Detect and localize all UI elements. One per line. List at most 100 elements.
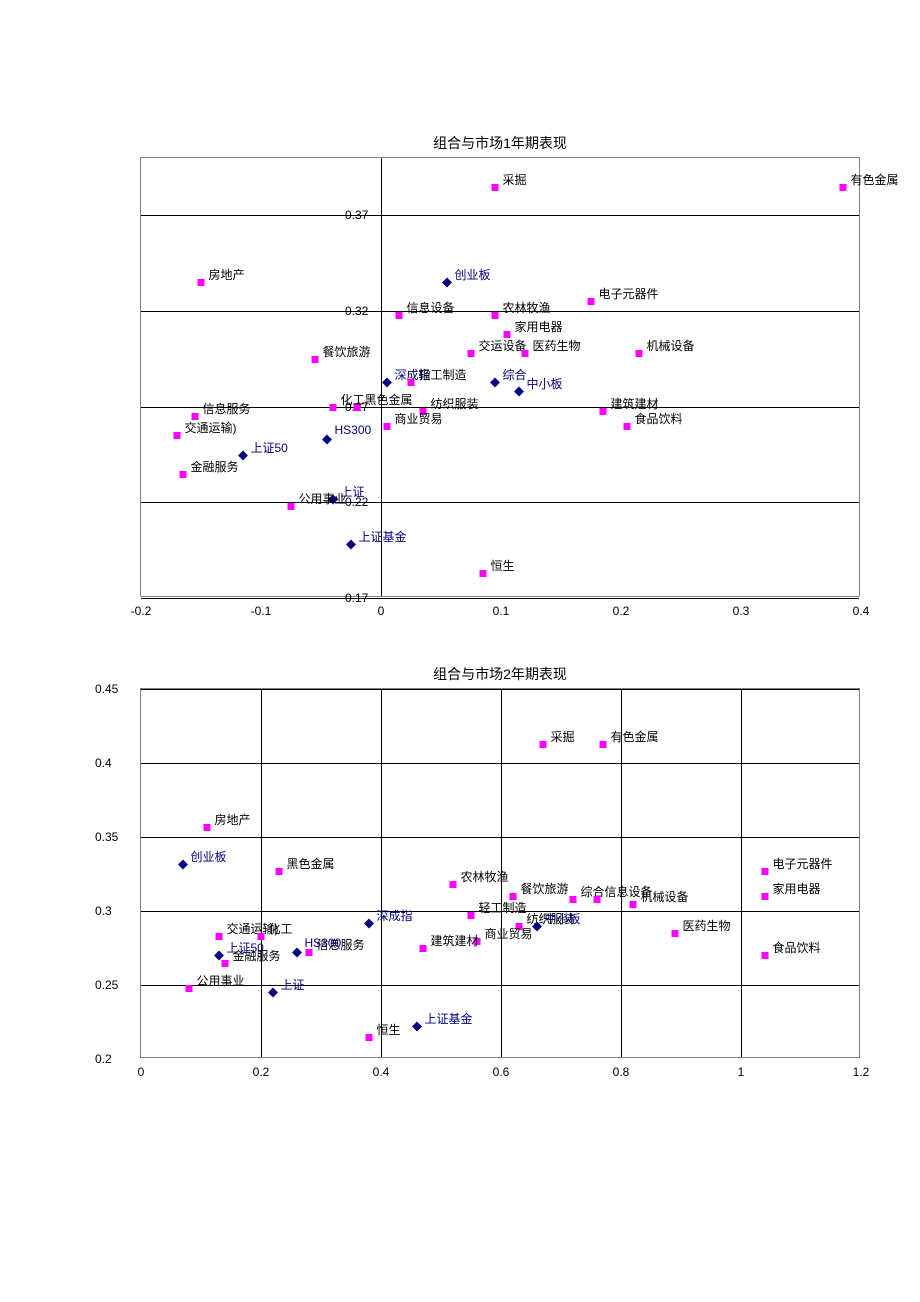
data-point: 农林牧渔 — [492, 306, 499, 324]
x-tick-label: 1.2 — [853, 1065, 870, 1079]
data-point: 上证基金 — [348, 535, 355, 553]
y-tick-label: 0.17 — [345, 591, 368, 605]
data-point: 轻工制造 — [468, 906, 475, 924]
point-label: 轻工制造 — [419, 366, 467, 383]
point-label: 餐饮旅游 — [323, 343, 371, 360]
square-marker-icon — [600, 408, 607, 415]
gridline-h — [141, 311, 859, 312]
data-point: 公用事业 — [288, 497, 295, 515]
square-marker-icon — [330, 404, 337, 411]
square-marker-icon — [630, 901, 637, 908]
x-tick-label: 0.1 — [493, 604, 510, 618]
square-marker-icon — [762, 893, 769, 900]
data-point: 上证基金 — [414, 1017, 421, 1035]
data-point: 深成指 — [366, 914, 373, 932]
point-label: 交通运输) — [185, 419, 237, 436]
diamond-marker-icon — [442, 278, 452, 288]
point-label: 家用电器 — [515, 318, 563, 335]
data-point: 机械设备 — [636, 344, 643, 362]
point-label: 电子元器件 — [599, 285, 659, 302]
data-point: 商业贸易 — [384, 417, 391, 435]
chart1-title: 组合与市场1年期表现 — [140, 133, 860, 153]
square-marker-icon — [762, 952, 769, 959]
page: 组合与市场1年期表现 0.170.220.270.320.37-0.2-0.10… — [0, 0, 920, 1302]
y-tick-label: 0.4 — [95, 756, 112, 770]
data-point: 信息设备 — [396, 306, 403, 324]
data-point: 医药生物 — [672, 924, 679, 942]
data-point: 采掘 — [540, 735, 547, 753]
square-marker-icon — [180, 471, 187, 478]
data-point: 恒生 — [480, 564, 487, 582]
diamond-marker-icon — [412, 1022, 422, 1032]
data-point: 金融服务 — [222, 954, 229, 972]
point-label: 商业贸易 — [485, 925, 533, 942]
diamond-marker-icon — [292, 948, 302, 958]
data-point: 有色金属 — [840, 178, 847, 196]
square-marker-icon — [570, 896, 577, 903]
point-label: 综合 — [503, 366, 527, 383]
point-label: 综合 — [581, 883, 605, 900]
point-label: 创业板 — [191, 848, 227, 865]
y-tick-label: 0.37 — [345, 208, 368, 222]
diamond-marker-icon — [322, 435, 332, 445]
point-label: 恒生 — [377, 1021, 401, 1038]
y-tick-label: 0.35 — [95, 830, 118, 844]
data-point: 机械设备 — [630, 895, 637, 913]
x-tick-label: 0.3 — [733, 604, 750, 618]
chart1: 0.170.220.270.320.37-0.2-0.100.10.20.30.… — [140, 157, 860, 597]
point-label: 交运设备 — [479, 337, 527, 354]
square-marker-icon — [420, 945, 427, 952]
data-point: 上证 — [270, 983, 277, 1001]
point-label: 医药生物 — [683, 917, 731, 934]
data-point: HS300 — [294, 943, 301, 961]
square-marker-icon — [366, 1034, 373, 1041]
diamond-marker-icon — [532, 921, 542, 931]
point-label: 房地产 — [209, 266, 245, 283]
point-label: 信息设备 — [407, 299, 455, 316]
point-label: 黑色金属 — [287, 855, 335, 872]
chart2-title: 组合与市场2年期表现 — [140, 664, 860, 684]
square-marker-icon — [312, 356, 319, 363]
diamond-marker-icon — [514, 387, 524, 397]
data-point: 公用事业 — [186, 979, 193, 997]
square-marker-icon — [198, 279, 205, 286]
point-label: 恒生 — [491, 557, 515, 574]
point-label: 上证基金 — [359, 528, 407, 545]
point-label: 采掘 — [551, 728, 575, 745]
point-label: 金融服务 — [233, 947, 281, 964]
x-tick-label: 0.4 — [373, 1065, 390, 1079]
square-marker-icon — [600, 741, 607, 748]
gridline-h — [141, 763, 859, 764]
square-marker-icon — [216, 933, 223, 940]
x-tick-label: 0 — [138, 1065, 145, 1079]
data-point: 建筑建材 — [600, 402, 607, 420]
square-marker-icon — [408, 379, 415, 386]
point-label: 机械设备 — [647, 337, 695, 354]
square-marker-icon — [174, 432, 181, 439]
point-label: 采掘 — [503, 171, 527, 188]
x-tick-label: 1 — [738, 1065, 745, 1079]
point-label: 公用事业 — [299, 490, 347, 507]
point-label: 创业板 — [455, 266, 491, 283]
diamond-marker-icon — [346, 540, 356, 550]
data-point: 深成指 — [384, 373, 391, 391]
point-label: 中小板 — [527, 375, 563, 392]
data-point: 创业板 — [180, 855, 187, 873]
x-tick-label: 0.8 — [613, 1065, 630, 1079]
gridline-v — [741, 689, 742, 1057]
data-point: 交通运输) — [174, 426, 181, 444]
square-marker-icon — [480, 570, 487, 577]
point-label: 中小板 — [545, 910, 581, 927]
data-point: 农林牧渔 — [450, 875, 457, 893]
data-point: 综合 — [492, 373, 499, 391]
gridline-v — [261, 689, 262, 1057]
point-label: 深成指 — [377, 907, 413, 924]
point-label: 黑色金属 — [365, 391, 413, 408]
data-point: 上证50 — [240, 446, 247, 464]
point-label: 化工 — [341, 391, 365, 408]
gridline-h — [141, 837, 859, 838]
point-label: 食品饮料 — [773, 939, 821, 956]
data-point: 家用电器 — [762, 887, 769, 905]
data-point: 房地产 — [198, 273, 205, 291]
gridline-h — [141, 598, 859, 599]
